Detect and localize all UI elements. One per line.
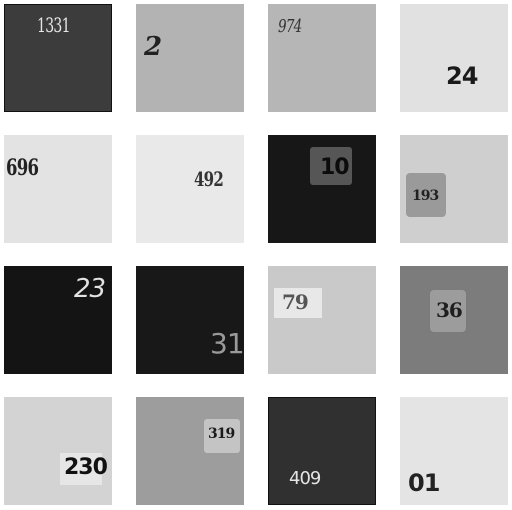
house-number: 31 [210,327,244,360]
tile-14: 319 [136,397,244,505]
tile-11: 79 [268,266,376,374]
house-number: 974 [278,16,302,37]
house-number: 23 [74,274,106,304]
house-number: 409 [289,468,321,489]
house-number: 230 [64,455,108,480]
house-number: 319 [208,426,235,442]
number-plate-patch [310,147,352,185]
tile-6: 492 [136,135,244,243]
number-plate-patch [406,173,446,217]
tile-16: 01 [400,397,508,505]
number-plate-patch [60,453,102,485]
tile-2: 2 [136,4,244,112]
house-number: 10 [320,155,350,180]
number-plate-patch [274,288,322,318]
tile-3: 974 [268,4,376,112]
house-number: 492 [194,167,224,191]
tile-13: 230 [4,397,112,505]
tile-9: 23 [4,266,112,374]
tile-4: 24 [400,4,508,112]
house-number: 1331 [37,13,71,37]
tile-1: 1331 [4,4,112,112]
tile-7: 10 [268,135,376,243]
number-plate-patch [204,419,240,453]
house-number: 79 [282,290,309,314]
tile-8: 193 [400,135,508,243]
house-number: 696 [6,155,39,181]
house-number: 36 [436,298,463,322]
number-plate-patch [430,290,466,332]
tile-15: 409 [268,397,376,505]
tile-10: 31 [136,266,244,374]
house-number: 01 [408,469,440,497]
house-number: 24 [446,62,478,90]
tile-12: 36 [400,266,508,374]
tile-5: 696 [4,135,112,243]
house-number: 2 [144,32,162,62]
house-number: 193 [412,188,439,204]
